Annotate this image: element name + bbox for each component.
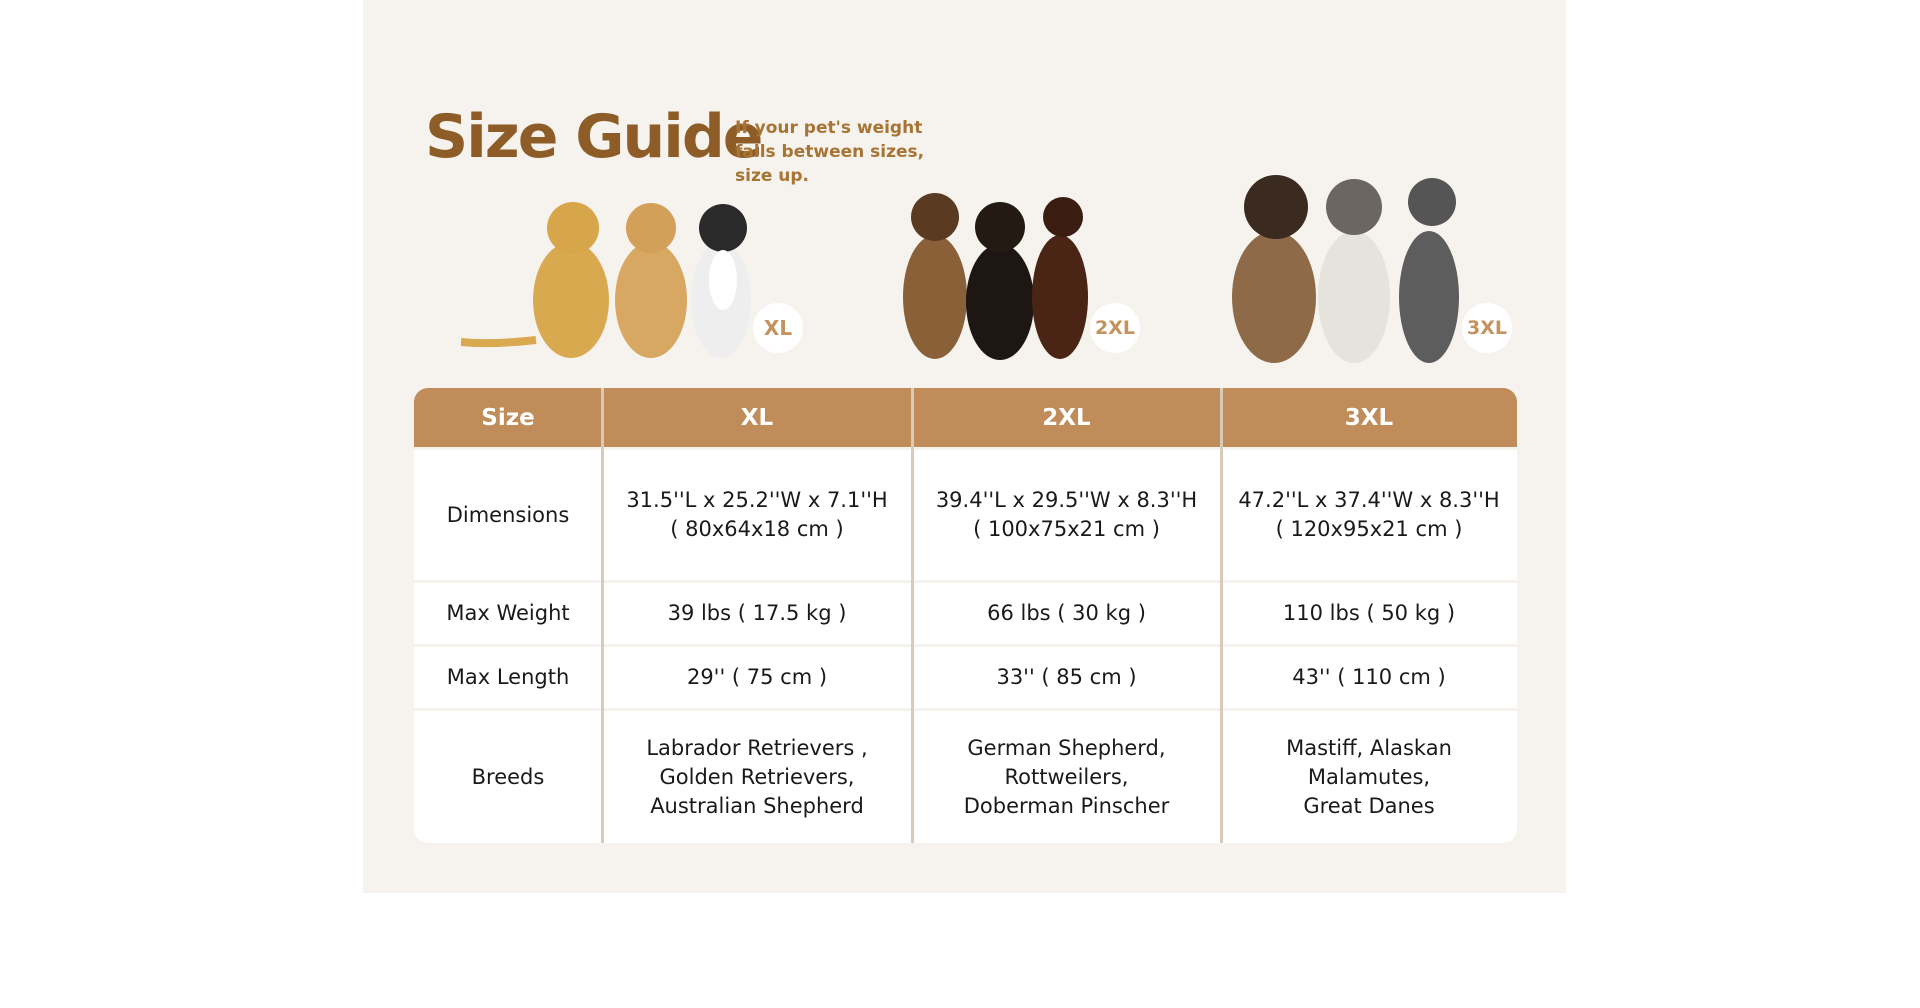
header-2xl: 2XL — [912, 388, 1221, 447]
row-label-max-length: Max Length — [414, 647, 602, 708]
breeds-2xl: German Shepherd, Rottweilers, Doberman P… — [912, 711, 1221, 843]
header-xl: XL — [602, 388, 912, 447]
row-label-breeds: Breeds — [414, 711, 602, 843]
breeds-xl: Labrador Retrievers , Golden Retrievers,… — [602, 711, 912, 843]
row-label-dimensions: Dimensions — [414, 450, 602, 580]
dimensions-xl: 31.5''L x 25.2''W x 7.1''H ( 80x64x18 cm… — [602, 450, 912, 580]
2xl-dogs-image — [903, 193, 1088, 360]
dimensions-3xl: 47.2''L x 37.4''W x 8.3''H ( 120x95x21 c… — [1221, 450, 1517, 580]
alaskan-malamute-image — [1318, 179, 1390, 363]
header-size: Size — [414, 388, 602, 447]
row-label-max-weight: Max Weight — [414, 583, 602, 644]
german-shepherd-image — [903, 193, 967, 359]
badge-3xl: 3XL — [1462, 303, 1512, 353]
badge-2xl: 2XL — [1090, 303, 1140, 353]
xl-dogs-image — [461, 202, 751, 358]
rottweiler-image — [966, 202, 1034, 360]
max-length-2xl: 33'' ( 85 cm ) — [912, 647, 1221, 708]
doberman-image — [1032, 197, 1088, 359]
max-weight-xl: 39 lbs ( 17.5 kg ) — [602, 583, 912, 644]
column-divider — [601, 388, 604, 843]
header-3xl: 3XL — [1221, 388, 1517, 447]
page-title: Size Guide — [425, 102, 763, 172]
mastiff-image — [1232, 175, 1316, 363]
3xl-dogs-image — [1232, 175, 1459, 363]
max-length-3xl: 43'' ( 110 cm ) — [1221, 647, 1517, 708]
breeds-3xl: Mastiff, Alaskan Malamutes, Great Danes — [1221, 711, 1517, 843]
column-divider — [1220, 388, 1223, 843]
great-dane-image — [1399, 178, 1459, 363]
max-weight-3xl: 110 lbs ( 50 kg ) — [1221, 583, 1517, 644]
max-length-xl: 29'' ( 75 cm ) — [602, 647, 912, 708]
labrador-image — [461, 202, 609, 358]
badge-xl: XL — [753, 303, 803, 353]
dimensions-2xl: 39.4''L x 29.5''W x 8.3''H ( 100x75x21 c… — [912, 450, 1221, 580]
golden-retriever-image — [615, 203, 687, 358]
column-divider — [911, 388, 914, 843]
size-table: Size XL 2XL 3XL Dimensions 31.5''L x 25.… — [414, 388, 1517, 843]
australian-shepherd-image — [691, 204, 751, 358]
subtitle: If your pet's weight falls between sizes… — [735, 118, 925, 186]
max-weight-2xl: 66 lbs ( 30 kg ) — [912, 583, 1221, 644]
